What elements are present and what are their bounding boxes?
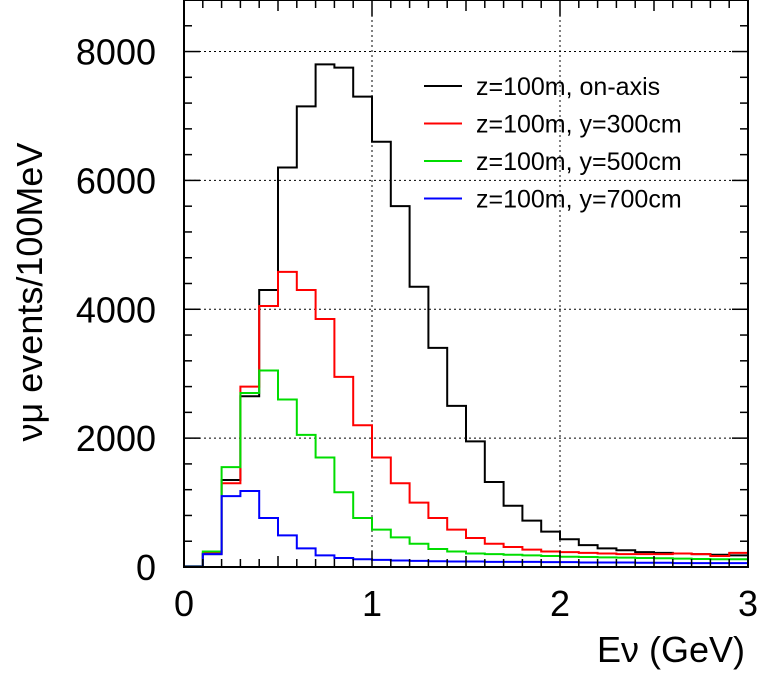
x-tick-label: 0	[174, 583, 194, 624]
x-axis-label: Eν (GeV)	[597, 629, 745, 670]
legend-label: z=100m, on-axis	[476, 73, 660, 101]
series-line	[183, 369, 748, 568]
y-tick-label: 2000	[76, 418, 156, 459]
axis-ticks	[183, 0, 749, 568]
x-tick-label: 3	[738, 583, 758, 624]
series-group	[183, 63, 748, 568]
legend-label: z=100m, y=700cm	[476, 186, 682, 214]
legend-label: z=100m, y=300cm	[476, 111, 682, 139]
tick-labels: 0 1 2 3 0 2000 4000 6000 8000	[76, 32, 758, 624]
x-tick-label: 1	[362, 583, 382, 624]
legend: z=100m, on-axis z=100m, y=300cm z=100m, y=…	[424, 73, 682, 214]
legend-label: z=100m, y=500cm	[476, 148, 682, 176]
y-tick-label: 0	[136, 547, 156, 588]
y-tick-label: 6000	[76, 160, 156, 201]
grid-lines	[184, 0, 748, 567]
y-tick-label: 8000	[76, 32, 156, 73]
y-tick-label: 4000	[76, 289, 156, 330]
y-axis-label: νμ events/100MeV	[9, 143, 50, 442]
x-tick-label: 2	[550, 583, 570, 624]
series-line	[183, 270, 748, 568]
